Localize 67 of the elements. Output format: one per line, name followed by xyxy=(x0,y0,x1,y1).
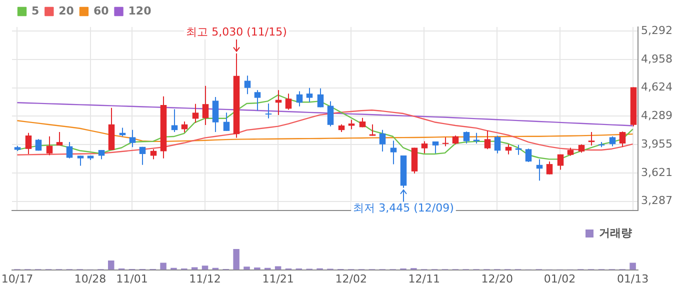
x-tick-label: 12/02 xyxy=(335,272,367,286)
legend-label: 20 xyxy=(58,4,74,18)
candlestick xyxy=(212,96,219,133)
candlestick xyxy=(306,87,313,103)
x-tick-label: 12/20 xyxy=(481,272,513,286)
candlestick xyxy=(296,90,303,107)
x-tick-label: 12/11 xyxy=(408,272,440,286)
bar xyxy=(233,249,240,270)
candlestick xyxy=(66,142,73,159)
candlestick xyxy=(515,144,522,156)
candlestick xyxy=(25,132,32,155)
y-tick-label: 5,292 xyxy=(641,24,672,37)
bar xyxy=(630,262,636,270)
y-tick-label: 3,287 xyxy=(641,194,672,208)
candlestick xyxy=(379,129,386,152)
candlestick xyxy=(557,154,564,170)
x-tick-label: 01/13 xyxy=(616,272,649,286)
candlestick xyxy=(619,131,626,148)
x-tick-label: 10/17 xyxy=(1,272,34,286)
candlestick xyxy=(129,129,136,148)
candlestick xyxy=(244,75,251,95)
candlestick xyxy=(265,103,272,119)
candlestick xyxy=(463,131,470,144)
candlestick xyxy=(317,88,324,108)
candlestick xyxy=(56,132,63,146)
candlestick xyxy=(171,108,178,133)
x-tick-label: 01/02 xyxy=(544,272,576,286)
bar xyxy=(160,262,166,270)
x-tick-label: 11/21 xyxy=(262,272,294,286)
legend-label: 거래량 xyxy=(599,226,632,240)
candlestick xyxy=(254,90,261,112)
x-tick-label: 11/01 xyxy=(116,272,148,286)
candlestick xyxy=(139,146,146,166)
candlestick xyxy=(327,100,334,127)
bar xyxy=(244,266,250,270)
y-tick-label: 3,955 xyxy=(641,137,672,150)
bar xyxy=(202,266,208,270)
y-tick-label: 3,621 xyxy=(641,166,672,179)
candlestick xyxy=(484,130,491,150)
x-tick-label: 11/12 xyxy=(189,272,221,286)
legend-label: 60 xyxy=(93,4,110,18)
candlestick xyxy=(202,85,209,126)
candlestick xyxy=(77,155,84,166)
candlestick xyxy=(390,140,397,165)
candlestick xyxy=(223,112,230,132)
candlestick xyxy=(525,148,532,163)
candlestick xyxy=(46,136,53,156)
annotation: 최저 3,445 (12/09) xyxy=(353,201,454,214)
y-tick-label: 4,289 xyxy=(641,109,672,122)
candlestick xyxy=(494,135,501,154)
y-tick-label: 4,958 xyxy=(641,52,672,66)
candlestick xyxy=(588,132,595,146)
candlestick xyxy=(421,140,428,154)
candlestick xyxy=(546,160,553,175)
candlestick xyxy=(609,136,616,147)
annotation: 최고 5,030 (11/15) xyxy=(186,26,287,39)
legend-label: 120 xyxy=(128,4,152,18)
legend-label: 5 xyxy=(32,4,40,18)
bar xyxy=(108,260,114,270)
y-tick-label: 4,624 xyxy=(641,80,672,94)
candlestick xyxy=(98,150,105,160)
candlestick xyxy=(192,103,199,124)
candlestick xyxy=(369,124,376,136)
candlestick xyxy=(285,93,292,110)
x-tick-label: 10/28 xyxy=(74,272,106,286)
candlestick xyxy=(411,147,418,174)
candlestick xyxy=(442,136,449,147)
